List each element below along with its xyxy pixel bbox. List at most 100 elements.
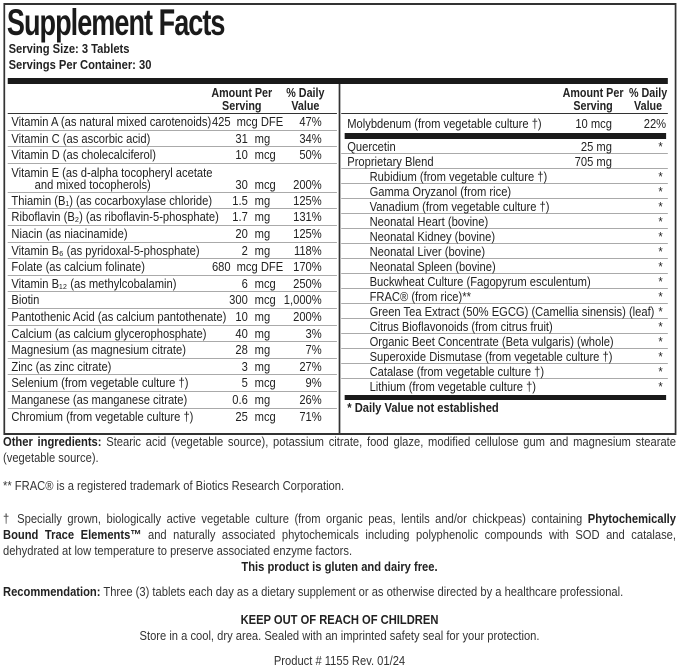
table-row: Gamma Oryzanol (from rice) * [341,184,668,199]
thick-divider [7,78,669,84]
nutrient-amount: 2 [241,242,248,258]
amount-header: Amount Per Serving [550,87,636,112]
nutrient-dv: * [658,184,663,199]
nutrient-amount: 25 [235,408,248,424]
nutrient-dv: 170% [293,259,322,275]
nutrient-amount: 30 [235,176,248,192]
table-row: Vitamin A (as natural mixed carotenoids)… [7,114,338,131]
amount-header-line1: Amount Per [211,86,273,100]
thick-divider [344,395,667,400]
nutrient-amount: 10 [235,147,248,163]
nutrient-unit: mcg [254,176,276,192]
other-ingredients-label: Other ingredients: [3,434,102,449]
table-row: Proprietary Blend 705 mg [341,154,668,169]
nutrient-name: Manganese (as manganese citrate) [11,391,188,407]
recommendation-label: Recommendation: [3,584,101,599]
gluten-free-statement: This product is gluten and dairy free. [241,559,438,574]
nutrient-amount: 425 [211,114,231,129]
nutrient-dv: * [658,349,663,364]
table-row: Pantothenic Acid (as calcium pantothenat… [7,308,338,326]
nutrient-dv: 3% [305,325,322,341]
table-row: Neonatal Kidney (bovine) * [341,229,668,244]
nutrient-amount: 25 mg [580,139,612,154]
nutrient-unit: mg [254,391,271,407]
nutrient-name: Buckwheat Culture (Fagopyrum esculentum) [369,274,591,289]
nutrient-unit: mg [254,130,271,146]
nutrient-amount: 0.6 [232,391,248,407]
nutrient-name: Gamma Oryzanol (from rice) [369,184,512,199]
product-code: Product # 1155 Rev. 01/24 [273,653,406,668]
nutrient-name: Biotin [11,292,40,308]
dv-header-line2: Value [291,98,320,113]
nutrient-dv: 125% [293,225,322,241]
column-divider [338,84,340,433]
storage-instructions: Store in a cool, dry area. Sealed with a… [139,628,540,643]
table-row: Citrus Bioflavonoids (from citrus fruit)… [341,319,668,334]
table-row: Vitamin D (as cholecalciferol) 10 mcg 50% [7,147,338,164]
nutrient-dv: * [658,274,663,289]
table-row: Vitamin B₁₂ (as methylcobalamin) 6 mcg 250% [7,275,338,293]
table-row: Magnesium (as magnesium citrate) 28 mg 7% [7,342,338,359]
nutrient-name: Proprietary Blend [347,154,434,169]
amount-header-line1: Amount Per [562,86,624,100]
facts-panel-border [3,3,676,435]
culture-note-bold: Phytochemically Bound Trace Elements™ [3,511,676,542]
table-row: Thiamin (B₁) (as cocarboxylase chloride)… [7,193,338,210]
nutrient-dv: 200% [293,176,322,192]
nutrient-name: Vitamin C (as ascorbic acid) [11,130,151,146]
nutrient-amount: 28 [235,342,248,358]
dv-header-line1: % Daily [286,86,325,100]
nutrient-name-continued: and mixed tocopherols) [34,176,151,192]
nutrient-amount: 1.7 [232,209,248,225]
table-row: Vitamin B₆ (as pyridoxal-5-phosphate) 2 mg… [7,242,338,260]
nutrient-dv: * [658,259,663,274]
table-row: Neonatal Liver (bovine) * [341,244,668,259]
nutrient-unit: mg [254,225,271,241]
table-row: Calcium (as calcium glycerophosphate) 40 m… [7,325,338,343]
nutrient-name: FRAC® (from rice)** [369,289,471,304]
table-row: Green Tea Extract (50% EGCG) (Camellia s… [341,304,668,319]
nutrient-unit: mg [254,242,271,258]
table-row: Manganese (as manganese citrate) 0.6 mg 26% [7,391,338,409]
page-title: Supplement Facts [6,2,226,43]
table-row: Superoxide Dismutase (from vegetable cul… [341,349,668,364]
nutrient-name: Riboflavin (B₂) (as riboflavin-5-phospha… [11,209,219,225]
frac-trademark-note: ** FRAC® is a registered trademark of Bi… [3,478,345,493]
nutrient-dv: * [658,229,663,244]
nutrient-dv: 200% [293,308,322,324]
table-row: Vanadium (from vegetable culture †) * [341,199,668,214]
amount-header: Amount Per Serving [199,87,285,112]
nutrient-name: Neonatal Heart (bovine) [369,214,489,229]
dv-header-line1: % Daily [628,86,668,100]
nutrient-dv: 118% [293,242,322,258]
nutrient-name: Vitamin B₁₂ (as methylcobalamin) [11,275,177,291]
nutrient-name: Magnesium (as magnesium citrate) [11,342,186,358]
recommendation-text: Three (3) tablets each day as a dietary … [100,584,624,599]
nutrient-dv: * [658,244,663,259]
table-row: Vitamin E (as d-alpha tocopheryl acetate… [7,164,338,193]
nutrient-amount: 6 [241,275,248,291]
nutrient-dv: 22% [643,116,667,131]
left-rows: Vitamin A (as natural mixed carotenoids)… [7,114,338,425]
nutrient-name: Green Tea Extract (50% EGCG) (Camellia s… [369,304,655,319]
nutrient-name: Rubidium (from vegetable culture †) [369,169,548,184]
table-row: Rubidium (from vegetable culture †) * [341,169,668,184]
nutrient-dv: 34% [299,130,322,146]
table-row: Organic Beet Concentrate (Beta vulgaris)… [341,334,668,349]
nutrient-name: Vanadium (from vegetable culture †) [369,199,550,214]
nutrient-dv: * [658,319,663,334]
nutrient-name: Zinc (as zinc citrate) [11,358,112,374]
vegetable-culture-note: † Specially grown, biologically active v… [3,511,676,559]
table-row: Vitamin C (as ascorbic acid) 31 mg 34% [7,130,338,148]
thick-divider [344,133,667,139]
nutrient-unit: mcg [254,375,276,391]
culture-note-post: and naturally associated phytochemicals … [3,527,676,558]
other-ingredients: Other ingredients: Stearic acid (vegetab… [3,434,676,466]
nutrient-name: Citrus Bioflavonoids (from citrus fruit) [369,319,553,334]
table-row-molybdenum: Molybdenum (from vegetable culture †) 10… [341,114,668,133]
table-header: Amount Per Serving % Daily Value [7,84,338,114]
nutrient-amount: 300 [229,292,248,308]
nutrient-amount: 40 [235,325,248,341]
dv-header: % Daily Value [262,87,348,112]
nutrient-unit: mcg [254,275,276,291]
